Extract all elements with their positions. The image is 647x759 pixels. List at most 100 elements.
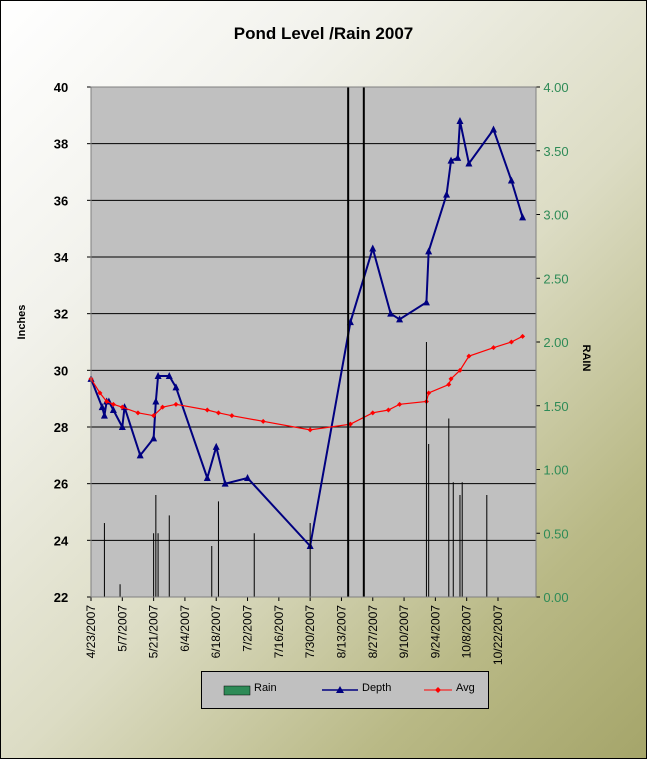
legend-depth-label: Depth: [362, 682, 392, 694]
depth-point: [109, 406, 117, 413]
avg-point: [307, 427, 313, 433]
avg-point: [97, 390, 103, 396]
depth-point: [454, 153, 462, 161]
legend-rain-label: Rain: [254, 682, 277, 694]
avg-point: [104, 399, 110, 404]
legend-avg-label: Avg: [456, 682, 475, 694]
depth-point: [369, 244, 377, 252]
y-tick-label: 24: [54, 533, 69, 548]
y-tick-label: 26: [54, 477, 68, 492]
depth-point: [203, 474, 211, 481]
plot-border: [90, 86, 537, 598]
rain-bar: [459, 495, 461, 597]
avg-point: [119, 404, 125, 410]
depth-point: [443, 190, 451, 198]
y2-tick-label: 2.00: [543, 335, 568, 350]
avg-point: [448, 376, 454, 382]
rain-bar: [461, 482, 463, 597]
y-tick-label: 32: [54, 307, 68, 322]
depth-point: [519, 213, 527, 221]
depth-point: [447, 156, 455, 164]
avg-point: [151, 413, 157, 419]
avg-point: [370, 410, 376, 416]
avg-point: [215, 410, 221, 416]
rain-bar: [211, 546, 213, 597]
avg-point: [397, 401, 403, 407]
x-tick-label: 5/7/2007: [115, 605, 129, 652]
depth-point: [456, 117, 464, 124]
avg-point: [160, 404, 166, 410]
rain-bar: [362, 87, 365, 597]
legend-depth-marker: [336, 686, 344, 693]
depth-point: [244, 474, 252, 481]
y-tick-label: 28: [54, 420, 68, 435]
depth-point: [98, 403, 106, 411]
depth-point: [387, 309, 395, 317]
x-tick-label: 10/22/2007: [491, 605, 505, 665]
x-tick-label: 7/16/2007: [272, 605, 286, 659]
y2-tick-label: 3.00: [543, 208, 568, 223]
y2-tick-label: 0.50: [543, 526, 568, 541]
rain-bar: [448, 418, 450, 597]
depth-point: [136, 451, 144, 459]
depth-point: [118, 423, 126, 430]
depth-point: [212, 442, 220, 450]
rain-bar: [153, 533, 155, 597]
y-axis-title: Inches: [16, 305, 28, 340]
depth-point: [100, 411, 108, 419]
avg-point: [426, 390, 432, 396]
y2-axis-title: RAIN: [580, 345, 592, 372]
y-tick-label: 30: [54, 363, 68, 378]
legend-avg-marker: [435, 687, 441, 693]
x-tick-label: 7/2/2007: [241, 605, 255, 652]
y2-tick-label: 4.00: [543, 80, 568, 95]
depth-point: [490, 125, 498, 133]
rain-bar: [157, 533, 159, 597]
avg-point: [457, 367, 463, 373]
x-tick-label: 9/10/2007: [397, 605, 411, 659]
y-tick-label: 36: [54, 193, 68, 208]
x-tick-label: 8/27/2007: [366, 605, 380, 659]
depth-point: [150, 434, 158, 442]
y2-tick-label: 1.50: [543, 399, 568, 414]
rain-bar: [452, 482, 454, 597]
avg-point: [110, 401, 116, 407]
depth-point: [152, 397, 160, 405]
depth-point: [507, 176, 515, 184]
rain-bar: [217, 501, 219, 597]
rain-bar: [486, 495, 488, 597]
rain-bar: [168, 515, 170, 597]
avg-point: [466, 353, 472, 359]
y2-tick-label: 3.50: [543, 144, 568, 159]
depth-point: [221, 479, 229, 487]
avg-point: [446, 382, 452, 387]
depth-point: [425, 247, 433, 255]
rain-bar: [309, 523, 311, 597]
y2-tick-label: 1.00: [543, 463, 568, 478]
x-tick-label: 10/8/2007: [460, 605, 474, 659]
avg-point: [135, 410, 141, 416]
avg-point: [508, 339, 514, 345]
rain-bar: [428, 444, 430, 597]
avg-point: [520, 333, 526, 339]
rain-bar: [253, 533, 255, 597]
avg-point: [204, 407, 210, 413]
avg-point: [229, 413, 235, 419]
x-tick-label: 7/30/2007: [303, 605, 317, 659]
x-tick-label: 9/24/2007: [428, 605, 442, 659]
rain-bar: [155, 495, 157, 597]
legend: Rain Depth Avg: [201, 671, 489, 709]
y-tick-label: 34: [54, 250, 69, 265]
avg-point: [260, 418, 266, 424]
legend-swatches: [223, 685, 452, 696]
avg-point: [491, 345, 497, 351]
depth-point: [154, 372, 162, 379]
y-tick-label: 22: [54, 590, 68, 605]
rain-bar: [347, 87, 350, 597]
legend-rain-swatch: [223, 685, 251, 696]
depth-point: [172, 383, 180, 391]
y2-tick-label: 2.50: [543, 271, 568, 286]
y-tick-label: 38: [54, 137, 68, 152]
avg-point: [173, 401, 179, 407]
